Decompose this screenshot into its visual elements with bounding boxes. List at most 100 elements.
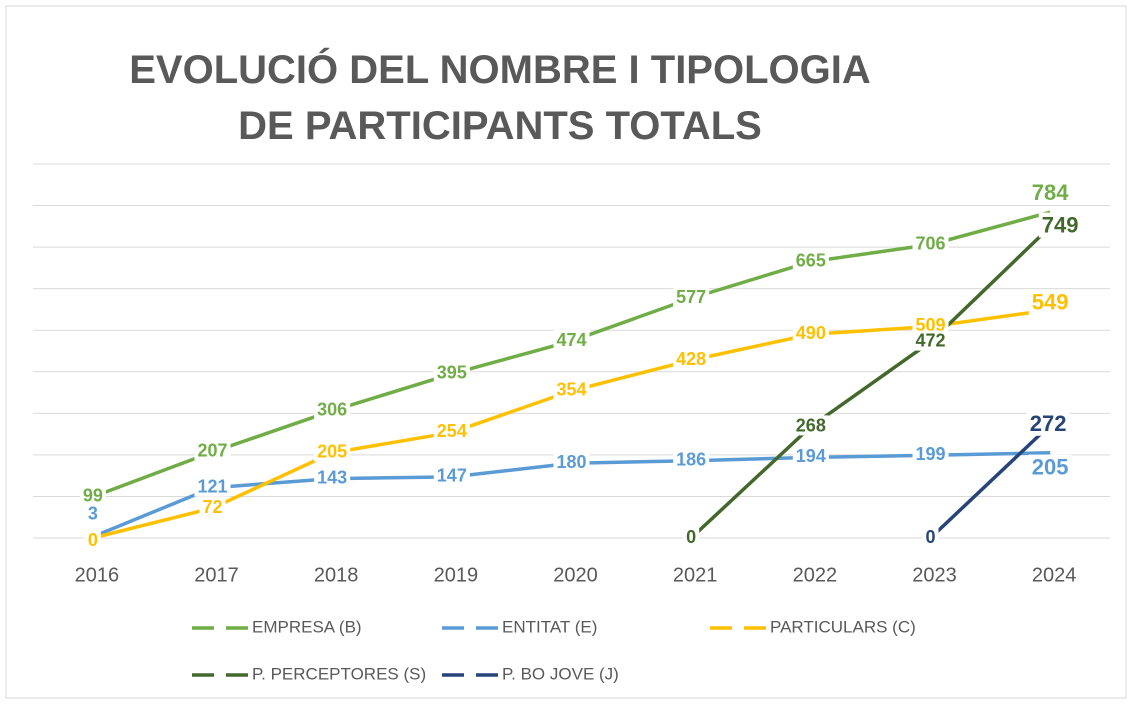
data-label-group: 143 — [314, 467, 351, 488]
data-label: 509 — [915, 315, 945, 335]
data-label-bg — [433, 465, 470, 486]
data-label-group: 254 — [433, 421, 470, 442]
data-label: 784 — [1032, 180, 1069, 205]
data-label-bg — [912, 233, 949, 254]
data-label: 205 — [317, 442, 347, 462]
data-label-bg — [1028, 289, 1072, 315]
data-label-group: 272 — [1026, 410, 1070, 436]
data-label: 199 — [915, 444, 945, 464]
data-label: 472 — [915, 331, 945, 351]
data-label-bg — [433, 362, 470, 383]
data-label-bg — [84, 503, 101, 524]
data-label-bg — [683, 526, 700, 547]
data-label: 0 — [686, 527, 696, 547]
data-label-group: 99 — [79, 485, 106, 506]
data-label: 3 — [88, 504, 98, 524]
legend-label: P. BO JOVE (J) — [502, 664, 619, 683]
data-label-bg — [673, 348, 710, 369]
data-label: 186 — [676, 449, 706, 469]
data-label: 99 — [83, 486, 103, 506]
data-label-bg — [314, 467, 351, 488]
data-label-bg — [673, 449, 710, 470]
data-label: 0 — [88, 530, 98, 550]
data-label: 254 — [437, 421, 467, 441]
data-label-group: 3 — [84, 503, 101, 524]
data-label-bg — [922, 526, 939, 547]
data-label-bg — [1026, 410, 1070, 436]
data-label-group: 180 — [553, 451, 590, 472]
data-label-bg — [673, 286, 710, 307]
data-label-group: 186 — [673, 449, 710, 470]
data-label: 428 — [676, 349, 706, 369]
data-label: 268 — [796, 415, 826, 435]
data-label-bg — [553, 451, 590, 472]
data-label-bg — [912, 444, 949, 465]
data-label-bg — [433, 421, 470, 442]
x-tick-label: 2023 — [912, 564, 957, 586]
data-label: 205 — [1032, 455, 1069, 480]
chart-title: EVOLUCIÓ DEL NOMBRE I TIPOLOGIA DE PARTI… — [129, 48, 871, 148]
data-label: 180 — [556, 452, 586, 472]
data-label: 306 — [317, 400, 347, 420]
legend-label: EMPRESA (B) — [252, 617, 362, 636]
data-label-group: 207 — [194, 440, 231, 461]
data-label-group: 395 — [433, 362, 470, 383]
x-tick-label: 2016 — [75, 564, 120, 586]
data-label-group: 194 — [792, 446, 829, 467]
data-label-group: 490 — [792, 323, 829, 344]
data-label-bg — [792, 250, 829, 271]
data-label: 207 — [197, 441, 227, 461]
x-tick-label: 2022 — [793, 564, 838, 586]
data-label-bg — [792, 415, 829, 436]
data-label-bg — [314, 441, 351, 462]
x-tick-label: 2018 — [314, 564, 359, 586]
data-label: 147 — [437, 466, 467, 486]
data-label-bg — [792, 446, 829, 467]
x-tick-label: 2021 — [673, 564, 718, 586]
data-label: 706 — [915, 233, 945, 253]
x-tick-label: 2020 — [553, 564, 598, 586]
series-line — [689, 225, 1052, 540]
data-label: 577 — [676, 287, 706, 307]
data-label: 272 — [1030, 411, 1067, 436]
data-label-bg — [79, 485, 106, 506]
data-label-group: 0 — [922, 526, 939, 547]
chart-border — [5, 5, 1127, 699]
data-label-group: 509 — [912, 315, 949, 336]
data-label-group: 706 — [912, 233, 949, 254]
data-label-group: 121 — [194, 476, 231, 497]
data-label-group: 72 — [199, 496, 226, 517]
data-label-group: 0 — [683, 526, 700, 547]
data-label-group: 428 — [673, 348, 710, 369]
data-label: 549 — [1032, 290, 1069, 315]
data-label: 143 — [317, 467, 347, 487]
data-label: 121 — [197, 476, 227, 496]
data-label-group: 354 — [553, 379, 590, 400]
data-label-group: 306 — [314, 399, 351, 420]
x-tick-label: 2024 — [1032, 564, 1077, 586]
data-label-group: 577 — [673, 286, 710, 307]
data-label-group: 784 — [1028, 180, 1073, 206]
legend-label: P. PERCEPTORES (S) — [252, 664, 426, 683]
data-label-bg — [314, 399, 351, 420]
data-label-group: 268 — [792, 415, 829, 436]
data-label-bg — [912, 330, 949, 351]
x-tick-label: 2019 — [434, 564, 479, 586]
data-label-group: 472 — [912, 330, 949, 351]
data-label-group: 0 — [84, 529, 101, 550]
data-label-bg — [1038, 212, 1082, 238]
data-label-group: 549 — [1028, 289, 1072, 315]
data-label-bg — [553, 329, 590, 350]
data-label-group: 749 — [1038, 212, 1082, 238]
data-label-bg — [1028, 454, 1072, 480]
data-label: 354 — [556, 380, 586, 400]
data-label: 490 — [796, 323, 826, 343]
data-label-bg — [792, 323, 829, 344]
data-label: 749 — [1042, 213, 1079, 238]
data-label-group: 205 — [314, 441, 351, 462]
data-label: 72 — [202, 497, 222, 517]
legend-label: PARTICULARS (C) — [770, 617, 916, 636]
data-label-group: 205 — [1028, 454, 1072, 480]
